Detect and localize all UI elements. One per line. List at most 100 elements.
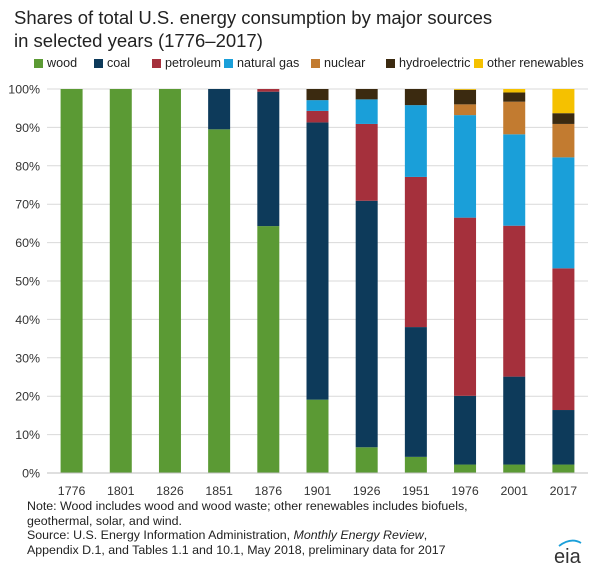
bar-segment-other-renewables [503, 89, 526, 93]
bar-segment-wood [158, 89, 181, 473]
legend-item-petroleum: petroleum [152, 55, 221, 71]
legend-label: coal [107, 56, 131, 70]
y-tick-label: 70% [15, 198, 40, 212]
x-tick-label: 1951 [402, 484, 430, 498]
y-tick-label: 50% [15, 275, 40, 289]
bar-segment-nuclear [503, 101, 526, 135]
y-tick-label: 30% [15, 351, 40, 365]
y-tick-label: 0% [22, 467, 40, 481]
legend-label: natural gas [237, 56, 300, 70]
source-line: Source: U.S. Energy Information Administ… [27, 528, 547, 543]
legend-swatch [34, 58, 43, 68]
bar-segment-nuclear [454, 104, 477, 116]
legend-label: wood [47, 56, 78, 70]
note-line-2: geothermal, solar, and wind. [27, 513, 182, 528]
y-tick-label: 90% [15, 121, 40, 135]
bar-segment-wood [503, 464, 526, 473]
eia-logo-text: eia [554, 546, 582, 567]
bar-segment-natural-gas [355, 99, 378, 124]
bar-segment-coal [404, 327, 427, 457]
y-tick-label: 10% [15, 428, 40, 442]
bar-segment-petroleum [355, 123, 378, 201]
x-tick-label: 2017 [550, 484, 578, 498]
bar-segment-wood [257, 226, 280, 473]
legend-label: hydroelectric [399, 56, 471, 70]
bar-segment-petroleum [503, 225, 526, 377]
bar-segment-petroleum [404, 176, 427, 328]
bar-segment-natural-gas [404, 105, 427, 177]
bar-segment-coal [257, 91, 280, 227]
bar-segment-hydroelectric [454, 89, 477, 105]
x-tick-label: 2001 [500, 484, 528, 498]
chart-title-line-1: Shares of total U.S. energy consumption … [14, 7, 493, 28]
bar-segment-coal [355, 200, 378, 448]
bar-segment-wood [552, 464, 575, 473]
y-tick-label: 100% [8, 83, 40, 97]
chart-legend: wood coal petroleum natural gas nuclear hydro… [34, 55, 594, 71]
legend-swatch [94, 58, 103, 68]
chart-title: Shares of total U.S. energy consumption … [14, 6, 574, 52]
legend-swatch [311, 58, 320, 68]
bar-segment-wood [355, 447, 378, 473]
bar-segment-wood [306, 399, 329, 473]
bar-segment-hydroelectric [503, 92, 526, 102]
legend-label: petroleum [165, 56, 222, 70]
bar-segment-hydroelectric [404, 89, 427, 106]
legend-swatch [386, 58, 395, 68]
bar-segment-petroleum [306, 110, 329, 123]
legend-item-hydroelectric: hydroelectric [386, 55, 470, 71]
eia-logo-arc [558, 539, 582, 547]
bar-segment-petroleum [257, 89, 280, 92]
bar-segment-wood [109, 89, 132, 473]
bar-segment-natural-gas [454, 115, 477, 218]
chart-notes: Note: Wood includes wood and wood waste;… [27, 499, 547, 557]
y-tick-label: 60% [15, 236, 40, 250]
legend-label: nuclear [324, 56, 366, 70]
x-tick-label: 1776 [58, 484, 86, 498]
chart-title-line-2: in selected years (1776–2017) [14, 30, 263, 51]
bar-segment-wood [60, 89, 83, 473]
bar-segment-wood [454, 464, 477, 473]
y-tick-label: 40% [15, 313, 40, 327]
x-tick-label: 1826 [156, 484, 184, 498]
x-tick-label: 1876 [255, 484, 283, 498]
legend-swatch [152, 58, 161, 68]
stacked-bar-chart: 0% 10% 20% 30% 40% 50% 60% 70% 80% 90% 100% 1776 180… [8, 83, 588, 498]
source-suffix: , [423, 528, 428, 542]
x-tick-label: 1851 [205, 484, 233, 498]
bar-segment-wood [208, 129, 231, 473]
bar-segment-nuclear [552, 123, 575, 158]
y-tick-label: 20% [15, 390, 40, 404]
x-tick-label: 1901 [304, 484, 332, 498]
x-tick-label: 1801 [107, 484, 135, 498]
bar-segment-other-renewables [454, 89, 477, 90]
eia-logo: eia [554, 539, 582, 567]
bar-segment-coal [306, 122, 329, 400]
source-line-2: Appendix D.1, and Tables 1.1 and 10.1, M… [27, 542, 446, 557]
bar-segment-wood [404, 456, 427, 473]
bar-segment-hydroelectric [355, 89, 378, 100]
bar-segment-natural-gas [306, 100, 329, 111]
legend-item-coal: coal [94, 55, 130, 71]
x-tick-label: 1976 [451, 484, 479, 498]
bar-segment-petroleum [552, 268, 575, 411]
legend-item-other-renewables: other renewables [474, 55, 584, 71]
bar-segment-petroleum [454, 217, 477, 396]
y-tick-label: 80% [15, 159, 40, 173]
legend-swatch [474, 58, 483, 68]
note-line-1: Note: Wood includes wood and wood waste;… [27, 499, 468, 513]
bar-segment-hydroelectric [552, 113, 575, 124]
legend-label: other renewables [487, 56, 584, 70]
bar-segment-natural-gas [552, 157, 575, 269]
bar-segment-coal [552, 410, 575, 465]
legend-swatch [224, 58, 233, 68]
bar-segment-coal [208, 89, 231, 130]
legend-item-natural-gas: natural gas [224, 55, 299, 71]
legend-item-nuclear: nuclear [311, 55, 365, 71]
x-tick-label: 1926 [353, 484, 381, 498]
source-prefix: Source: U.S. Energy Information Administ… [27, 528, 294, 542]
bar-segment-coal [503, 376, 526, 465]
bar-segment-other-renewables [552, 89, 575, 114]
bar-segment-hydroelectric [306, 89, 329, 101]
source-publication: Monthly Energy Review [293, 528, 424, 542]
